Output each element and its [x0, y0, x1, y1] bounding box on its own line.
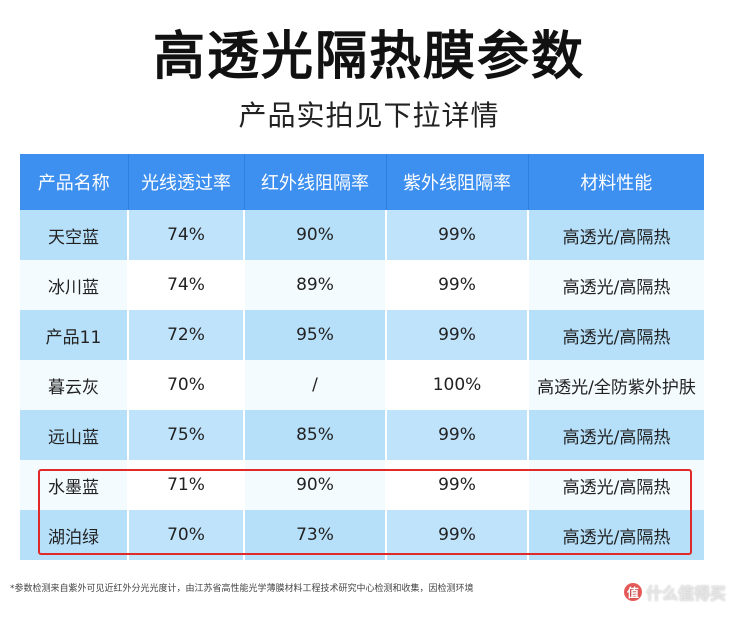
- cell-product-name: 水墨蓝: [20, 460, 129, 510]
- cell-material-performance: 高透光/高隔热: [528, 510, 704, 560]
- cell-uv-rejection: 99%: [386, 210, 529, 260]
- cell-material-performance: 高透光/高隔热: [528, 310, 704, 360]
- cell-light-transmittance: 74%: [128, 260, 245, 310]
- table-row: 冰川蓝 74% 89% 99% 高透光/高隔热: [20, 260, 704, 310]
- cell-uv-rejection: 100%: [386, 360, 529, 410]
- table-header-row: 产品名称 光线透过率 红外线阻隔率 紫外线阻隔率 材料性能: [20, 154, 704, 210]
- header-infrared-rejection: 红外线阻隔率: [244, 154, 387, 210]
- table-row: 湖泊绿 70% 73% 99% 高透光/高隔热: [20, 510, 704, 560]
- header-product-name: 产品名称: [20, 154, 129, 210]
- cell-infrared-rejection: /: [244, 360, 387, 410]
- cell-light-transmittance: 72%: [128, 310, 245, 360]
- cell-light-transmittance: 70%: [128, 360, 245, 410]
- header-light-transmittance: 光线透过率: [128, 154, 245, 210]
- page-subtitle: 产品实拍见下拉详情: [238, 99, 500, 132]
- cell-infrared-rejection: 95%: [244, 310, 387, 360]
- cell-material-performance: 高透光/全防紫外护肤: [528, 360, 704, 410]
- cell-product-name: 暮云灰: [20, 360, 129, 410]
- cell-product-name: 冰川蓝: [20, 260, 129, 310]
- cell-product-name: 产品11: [20, 310, 129, 360]
- cell-uv-rejection: 99%: [386, 460, 529, 510]
- table-row: 暮云灰 70% / 100% 高透光/全防紫外护肤: [20, 360, 704, 410]
- cell-light-transmittance: 71%: [128, 460, 245, 510]
- table-row: 远山蓝 75% 85% 99% 高透光/高隔热: [20, 410, 704, 460]
- cell-uv-rejection: 99%: [386, 510, 529, 560]
- cell-uv-rejection: 99%: [386, 260, 529, 310]
- watermark: 值 什么值得买: [623, 580, 726, 604]
- cell-uv-rejection: 99%: [386, 310, 529, 360]
- cell-light-transmittance: 75%: [128, 410, 245, 460]
- table-row: 天空蓝 74% 90% 99% 高透光/高隔热: [20, 210, 704, 260]
- cell-material-performance: 高透光/高隔热: [528, 260, 704, 310]
- watermark-text: 什么值得买: [645, 584, 726, 603]
- cell-material-performance: 高透光/高隔热: [528, 210, 704, 260]
- cell-product-name: 天空蓝: [20, 210, 129, 260]
- table-row: 水墨蓝 71% 90% 99% 高透光/高隔热: [20, 460, 704, 510]
- cell-infrared-rejection: 85%: [244, 410, 387, 460]
- cell-infrared-rejection: 73%: [244, 510, 387, 560]
- header-material-performance: 材料性能: [528, 154, 704, 210]
- cell-light-transmittance: 70%: [128, 510, 245, 560]
- cell-light-transmittance: 74%: [128, 210, 245, 260]
- footnote: *参数检测来自紫外可见近红外分光光度计，由江苏省高性能光学薄膜材料工程技术研究中…: [10, 584, 474, 594]
- table-row: 产品11 72% 95% 99% 高透光/高隔热: [20, 310, 704, 360]
- cell-product-name: 湖泊绿: [20, 510, 129, 560]
- watermark-logo-icon: 值: [623, 583, 642, 601]
- cell-material-performance: 高透光/高隔热: [528, 460, 704, 510]
- cell-infrared-rejection: 90%: [244, 460, 387, 510]
- cell-infrared-rejection: 89%: [244, 260, 387, 310]
- cell-uv-rejection: 99%: [386, 410, 529, 460]
- page-title: 高透光隔热膜参数: [152, 27, 585, 87]
- cell-material-performance: 高透光/高隔热: [528, 410, 704, 460]
- header-uv-rejection: 紫外线阻隔率: [386, 154, 529, 210]
- cell-infrared-rejection: 90%: [244, 210, 387, 260]
- cell-product-name: 远山蓝: [20, 410, 129, 460]
- params-table-container: 产品名称 光线透过率 红外线阻隔率 紫外线阻隔率 材料性能 天空蓝 74% 90…: [20, 154, 704, 560]
- params-table: 产品名称 光线透过率 红外线阻隔率 紫外线阻隔率 材料性能 天空蓝 74% 90…: [20, 154, 704, 560]
